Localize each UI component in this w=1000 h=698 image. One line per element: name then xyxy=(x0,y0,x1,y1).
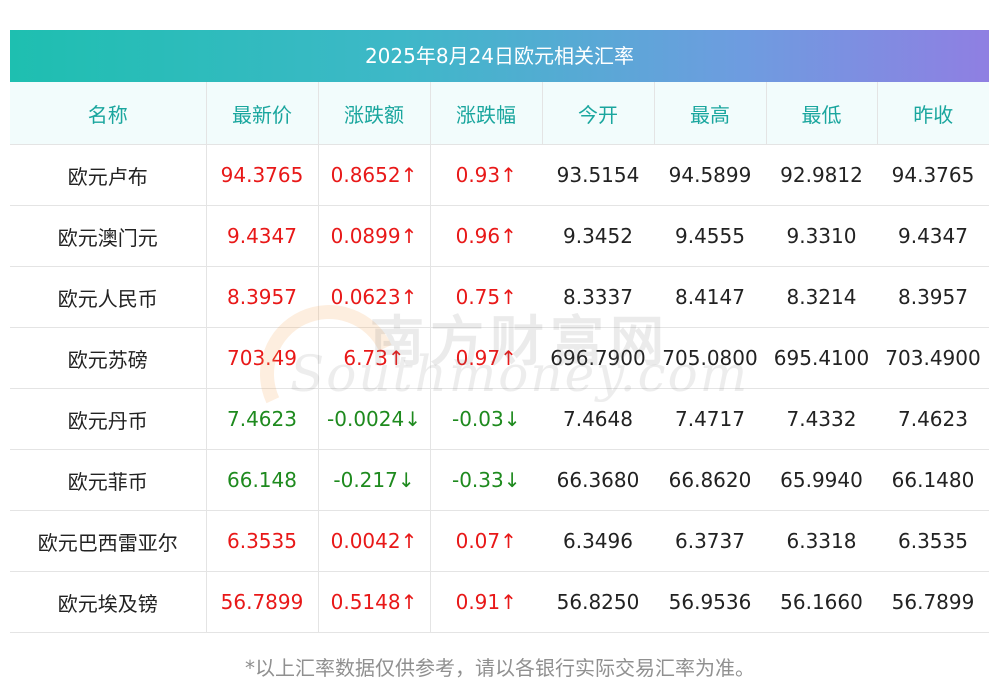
cell-open: 66.3680 xyxy=(542,449,654,511)
cell-low: 56.1660 xyxy=(766,571,877,633)
cell-low: 6.3318 xyxy=(766,510,877,572)
cell-high: 6.3737 xyxy=(654,510,766,572)
rates-table-container: 2025年8月24日欧元相关汇率 名称 最新价 涨跌额 涨跌幅 今开 最高 最低… xyxy=(10,30,989,633)
cell-change-pct: 0.91↑ xyxy=(430,571,542,633)
cell-name: 欧元卢布 xyxy=(10,144,207,206)
cell-open: 56.8250 xyxy=(542,571,654,633)
cell-prev-close: 94.3765 xyxy=(877,144,989,206)
cell-latest: 56.7899 xyxy=(206,571,319,633)
cell-low: 65.9940 xyxy=(766,449,877,511)
cell-high: 94.5899 xyxy=(654,144,766,206)
cell-change: 0.5148↑ xyxy=(318,571,431,633)
cell-low: 8.3214 xyxy=(766,266,877,328)
cell-change: 0.0623↑ xyxy=(318,266,431,328)
cell-low: 7.4332 xyxy=(766,388,877,450)
cell-change-pct: -0.03↓ xyxy=(430,388,542,450)
cell-open: 6.3496 xyxy=(542,510,654,572)
cell-prev-close: 66.1480 xyxy=(877,449,989,511)
cell-name: 欧元巴西雷亚尔 xyxy=(10,510,207,572)
table-row: 欧元巴西雷亚尔 6.3535 0.0042↑ 0.07↑ 6.3496 6.3737 6.3… xyxy=(10,510,989,572)
cell-change: 0.0899↑ xyxy=(318,205,431,267)
cell-low: 695.4100 xyxy=(766,327,877,389)
cell-name: 欧元丹币 xyxy=(10,388,207,450)
cell-prev-close: 9.4347 xyxy=(877,205,989,267)
cell-prev-close: 703.4900 xyxy=(877,327,989,389)
cell-latest: 7.4623 xyxy=(206,388,319,450)
cell-prev-close: 56.7899 xyxy=(877,571,989,633)
cell-change-pct: -0.33↓ xyxy=(430,449,542,511)
rates-table: 名称 最新价 涨跌额 涨跌幅 今开 最高 最低 昨收 欧元卢布 94.3765 0.… xyxy=(10,82,989,633)
cell-change-pct: 0.07↑ xyxy=(430,510,542,572)
table-header-row: 名称 最新价 涨跌额 涨跌幅 今开 最高 最低 昨收 xyxy=(10,82,989,145)
cell-open: 93.5154 xyxy=(542,144,654,206)
table-row: 欧元苏磅 703.49 6.73↑ 0.97↑ 696.7900 705.0800 695.… xyxy=(10,327,989,389)
header-low: 最低 xyxy=(766,82,878,145)
cell-change: 6.73↑ xyxy=(318,327,431,389)
table-row: 欧元澳门元 9.4347 0.0899↑ 0.96↑ 9.3452 9.4555 9.331… xyxy=(10,205,989,267)
cell-open: 7.4648 xyxy=(542,388,654,450)
cell-open: 8.3337 xyxy=(542,266,654,328)
cell-name: 欧元埃及镑 xyxy=(10,571,207,633)
cell-change: 0.0042↑ xyxy=(318,510,431,572)
cell-low: 9.3310 xyxy=(766,205,877,267)
cell-latest: 6.3535 xyxy=(206,510,319,572)
cell-low: 92.9812 xyxy=(766,144,877,206)
header-change: 涨跌额 xyxy=(318,82,431,145)
cell-change-pct: 0.96↑ xyxy=(430,205,542,267)
cell-change: -0.217↓ xyxy=(318,449,431,511)
cell-name: 欧元菲币 xyxy=(10,449,207,511)
cell-open: 696.7900 xyxy=(542,327,654,389)
cell-high: 56.9536 xyxy=(654,571,766,633)
header-open: 今开 xyxy=(542,82,655,145)
table-row: 欧元丹币 7.4623 -0.0024↓ -0.03↓ 7.4648 7.4717 7.43… xyxy=(10,388,989,450)
header-latest: 最新价 xyxy=(206,82,319,145)
table-row: 欧元卢布 94.3765 0.8652↑ 0.93↑ 93.5154 94.5899 92.… xyxy=(10,144,989,206)
header-high: 最高 xyxy=(654,82,767,145)
cell-high: 9.4555 xyxy=(654,205,766,267)
cell-high: 8.4147 xyxy=(654,266,766,328)
footnote: *以上汇率数据仅供参考，请以各银行实际交易汇率为准。 xyxy=(245,656,755,680)
header-change-pct: 涨跌幅 xyxy=(430,82,543,145)
cell-name: 欧元苏磅 xyxy=(10,327,207,389)
table-row: 欧元菲币 66.148 -0.217↓ -0.33↓ 66.3680 66.8620 65.… xyxy=(10,449,989,511)
cell-name: 欧元澳门元 xyxy=(10,205,207,267)
cell-latest: 9.4347 xyxy=(206,205,319,267)
cell-name: 欧元人民币 xyxy=(10,266,207,328)
cell-change-pct: 0.97↑ xyxy=(430,327,542,389)
cell-latest: 94.3765 xyxy=(206,144,319,206)
cell-change-pct: 0.75↑ xyxy=(430,266,542,328)
cell-latest: 8.3957 xyxy=(206,266,319,328)
cell-open: 9.3452 xyxy=(542,205,654,267)
cell-latest: 703.49 xyxy=(206,327,319,389)
cell-prev-close: 8.3957 xyxy=(877,266,989,328)
header-name: 名称 xyxy=(10,82,207,145)
header-prev-close: 昨收 xyxy=(877,82,989,145)
cell-prev-close: 7.4623 xyxy=(877,388,989,450)
table-row: 欧元人民币 8.3957 0.0623↑ 0.75↑ 8.3337 8.4147 8.321… xyxy=(10,266,989,328)
cell-high: 7.4717 xyxy=(654,388,766,450)
cell-latest: 66.148 xyxy=(206,449,319,511)
cell-high: 66.8620 xyxy=(654,449,766,511)
cell-change-pct: 0.93↑ xyxy=(430,144,542,206)
cell-change: -0.0024↓ xyxy=(318,388,431,450)
cell-change: 0.8652↑ xyxy=(318,144,431,206)
table-row: 欧元埃及镑 56.7899 0.5148↑ 0.91↑ 56.8250 56.9536 56… xyxy=(10,571,989,633)
cell-high: 705.0800 xyxy=(654,327,766,389)
table-title: 2025年8月24日欧元相关汇率 xyxy=(10,30,989,82)
cell-prev-close: 6.3535 xyxy=(877,510,989,572)
